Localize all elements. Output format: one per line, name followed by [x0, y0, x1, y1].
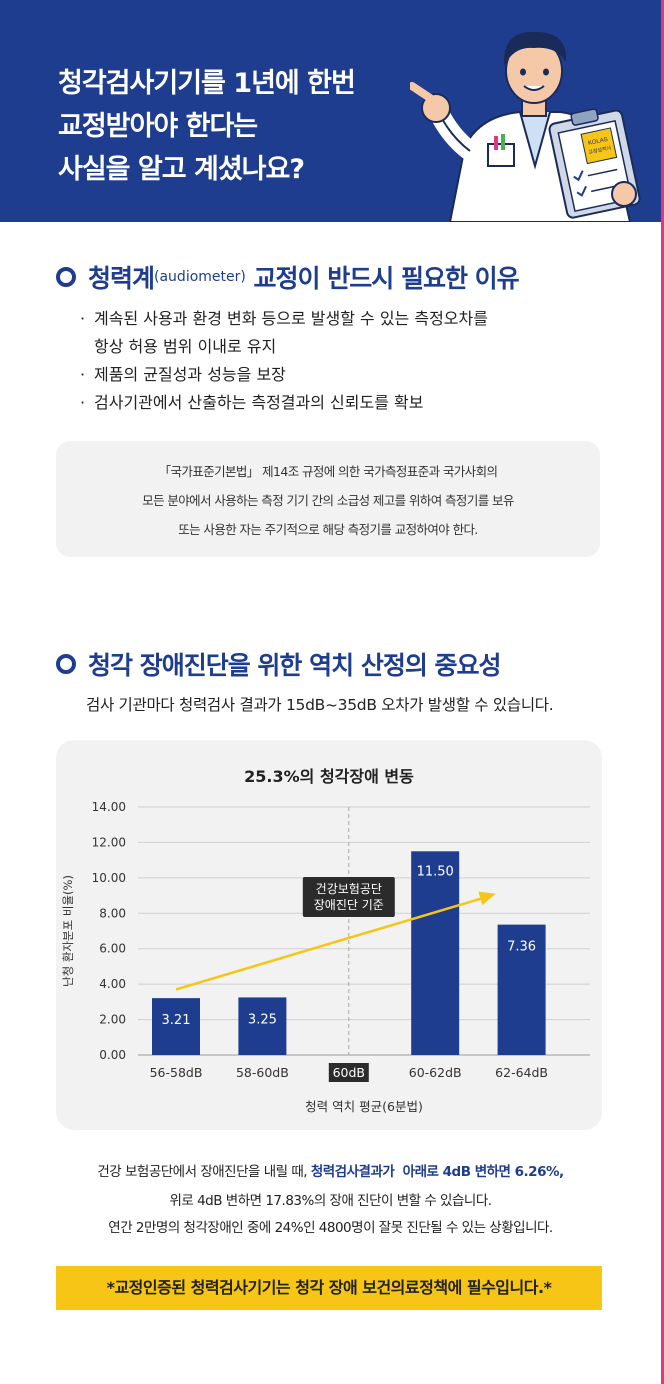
section1-heading: 청력계 (audiometer) 교정이 반드시 필요한 이유 — [56, 259, 520, 295]
annotation-text: 장애진단 기준 — [314, 898, 384, 912]
section1-heading-rest: 교정이 반드시 필요한 이유 — [245, 264, 520, 293]
list-item: · 계속된 사용과 환경 변화 등으로 발생할 수 있는 측정오차를 — [80, 305, 488, 333]
clipboard-text: 교정성적서 — [588, 144, 612, 156]
section1-heading-sub: (audiometer) — [154, 269, 246, 285]
y-tick-label: 4.00 — [99, 977, 126, 991]
required-banner: *교정인증된 청력검사기기는 청각 장애 보건의료정책에 필수입니다.* — [56, 1266, 602, 1310]
list-bullet: · — [80, 365, 86, 384]
hero-title: 청각검사기기를 1년에 한번 교정받아야 한다는 사실을 알고 계셨나요? — [58, 62, 356, 191]
law-note-line: 또는 사용한 자는 주기적으로 해당 측정기를 교정하여야 한다. — [178, 522, 478, 537]
ring-bullet-icon — [56, 654, 76, 674]
y-tick-label: 10.00 — [92, 871, 126, 885]
doctor-illustration: KOLAS 교정성적서 — [410, 31, 641, 222]
law-note-line: 모든 분야에서 사용하는 측정 기기 간의 소급성 제고를 위하여 측정기를 보… — [142, 493, 514, 508]
y-axis-label: 난청 환자분포 비율(%) — [61, 875, 75, 987]
law-note-box: 「국가표준기본법」 제14조 규정에 의한 국가측정표준과 국가사회의 모든 분… — [56, 441, 600, 557]
bar-chart: 0.00 2.00 4.00 6.00 8.00 10.00 12.00 14.00 3.21 3… — [61, 800, 590, 1114]
x-tick-label: 60-62dB — [409, 1065, 462, 1080]
law-note-line: 「국가표준기본법」 제14조 규정에 의한 국가측정표준과 국가사회의 — [158, 464, 498, 479]
explain-line-2: 위로 4dB 변하면 17.83%의 장애 진단이 변할 수 있습니다. — [169, 1193, 492, 1209]
bar-value-label: 7.36 — [507, 940, 536, 955]
bar-value-label: 3.25 — [248, 1012, 277, 1027]
right-edge-stripe — [661, 0, 664, 1384]
list-bullet: · — [80, 309, 86, 328]
trend-arrow-head — [478, 891, 496, 906]
chart-panel: 25.3%의 청각장애 변동 0.00 2.00 4.00 6.00 8.00 10.00… — [56, 740, 602, 1130]
explain-line-3: 연간 2만명의 청각장애인 중에 24%인 4800명이 잘못 진단될 수 있는… — [108, 1220, 553, 1236]
list-item: · 검사기관에서 산출하는 측정결과의 신뢰도를 확보 — [80, 389, 488, 417]
bar — [152, 998, 200, 1055]
explain-line-1: 건강 보험공단에서 장애진단을 내릴 때, 청력검사결과가 아래로 4dB 변하… — [0, 1160, 661, 1180]
y-tick-label: 0.00 — [99, 1048, 126, 1062]
x-tick-label: 58-60dB — [236, 1065, 289, 1080]
ring-bullet-icon — [56, 267, 76, 287]
list-item: · 제품의 균질성과 성능을 보장 — [80, 361, 488, 389]
y-tick-label: 8.00 — [99, 906, 126, 920]
bar-value-label: 11.50 — [417, 864, 454, 879]
section1-heading-main: 청력계 — [88, 264, 155, 293]
explain-text: 건강 보험공단에서 장애진단을 내릴 때, — [97, 1164, 311, 1180]
hero-banner: 청각검사기기를 1년에 한번 교정받아야 한다는 사실을 알고 계셨나요? KO… — [0, 0, 661, 222]
bar-value-label: 3.21 — [162, 1013, 191, 1028]
x-axis-label: 청력 역치 평균(6분법) — [305, 1099, 423, 1114]
list-bullet: · — [80, 393, 86, 412]
chart-title: 25.3%의 청각장애 변동 — [244, 767, 414, 786]
x-tick-label: 56-58dB — [150, 1065, 203, 1080]
x-tick-label: 60dB — [333, 1065, 365, 1080]
list-item-continuation: 항상 허용 범위 이내로 유지 — [94, 337, 277, 356]
annotation-box — [302, 877, 395, 917]
trend-arrow-line — [175, 896, 485, 991]
y-tick-label: 6.00 — [99, 942, 126, 956]
bar — [238, 997, 287, 1055]
bar — [411, 851, 460, 1055]
list-item-text: 계속된 사용과 환경 변화 등으로 발생할 수 있는 측정오차를 — [94, 309, 488, 328]
annotation-text: 건강보험공단 — [316, 882, 382, 896]
hero-title-line: 사실을 알고 계셨나요? — [58, 154, 305, 185]
category-highlight-box — [328, 1063, 369, 1082]
hero-title-line: 교정받아야 한다는 — [58, 111, 258, 142]
section2-heading-text: 청각 장애진단을 위한 역치 산정의 중요성 — [88, 651, 502, 680]
y-tick-label: 14.00 — [92, 800, 126, 814]
y-tick-label: 12.00 — [92, 835, 126, 849]
y-tick-label: 2.00 — [99, 1013, 126, 1027]
hero-title-line: 청각검사기기를 1년에 한번 — [58, 68, 356, 99]
explain-highlight: 청력검사결과가 아래로 4dB 변하면 6.26%, — [310, 1164, 564, 1180]
list-item-text: 제품의 균질성과 성능을 보장 — [94, 365, 286, 384]
clipboard-text: KOLAS — [588, 137, 609, 147]
x-tick-label: 62-64dB — [495, 1065, 548, 1080]
section2-intro: 검사 기관마다 청력검사 결과가 15dB~35dB 오차가 발생할 수 있습니… — [86, 696, 554, 714]
list-item-text: 검사기관에서 산출하는 측정결과의 신뢰도를 확보 — [94, 393, 424, 412]
reasons-list: · 계속된 사용과 환경 변화 등으로 발생할 수 있는 측정오차를 항상 허용… — [80, 305, 488, 417]
section2-heading: 청각 장애진단을 위한 역치 산정의 중요성 — [56, 646, 502, 682]
bar — [497, 924, 546, 1055]
